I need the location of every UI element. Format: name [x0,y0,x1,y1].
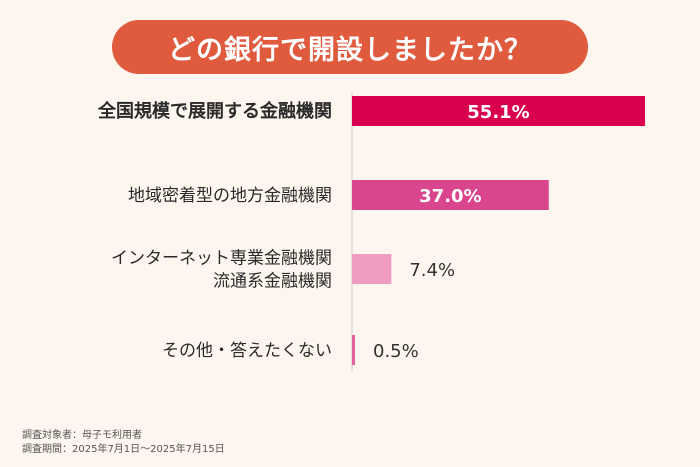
category-label-3-line-2: 流通系金融機関 [213,272,332,292]
footnote-period: 調査期間：2025年7月1日〜2025年7月15日 [22,444,225,455]
bar-3 [352,254,392,284]
footnote-subject: 調査対象者：母子モ利用者 [22,430,142,441]
category-label-4: その他・答えたくない [162,341,332,361]
value-label-4: 0.5% [373,341,419,362]
bar-1 [352,96,645,126]
bar-2 [352,180,549,210]
value-label-1: 55.1% [467,102,529,123]
category-label-1: 全国規模で展開する金融機関 [97,100,332,122]
category-label-3-line-1: インターネット専業金融機関 [111,249,332,269]
bar-4 [352,335,355,365]
title-banner: どの銀行で開設しましたか？ [112,20,588,74]
value-label-3: 7.4% [409,260,455,281]
value-label-2: 37.0% [419,186,481,207]
category-label-2: 地域密着型の地方金融機関 [128,186,332,206]
chart-title: どの銀行で開設しましたか？ [168,34,532,66]
